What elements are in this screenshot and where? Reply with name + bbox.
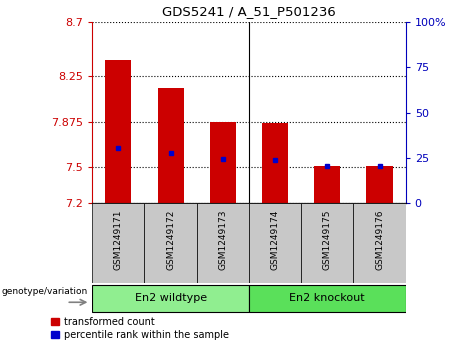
Bar [158,88,183,203]
Text: En2 wildtype: En2 wildtype [135,293,207,303]
Bar [144,203,197,283]
Bar [354,203,406,283]
Title: GDS5241 / A_51_P501236: GDS5241 / A_51_P501236 [162,5,336,18]
Bar [262,123,288,203]
Text: GSM1249173: GSM1249173 [219,210,227,270]
Text: genotype/variation: genotype/variation [2,287,88,296]
Text: En2 knockout: En2 knockout [290,293,365,303]
Bar [210,122,236,203]
Text: GSM1249176: GSM1249176 [375,210,384,270]
Bar [105,61,131,203]
Bar [301,203,354,283]
Bar [249,203,301,283]
Legend: transformed count, percentile rank within the sample: transformed count, percentile rank withi… [51,317,229,340]
Bar [314,166,340,203]
Bar [92,203,144,283]
Text: GSM1249175: GSM1249175 [323,210,332,270]
Bar [366,166,393,203]
Bar [249,285,406,313]
Text: GSM1249171: GSM1249171 [114,210,123,270]
Text: GSM1249172: GSM1249172 [166,210,175,270]
Text: GSM1249174: GSM1249174 [271,210,279,270]
Bar [197,203,249,283]
Bar [92,285,249,313]
